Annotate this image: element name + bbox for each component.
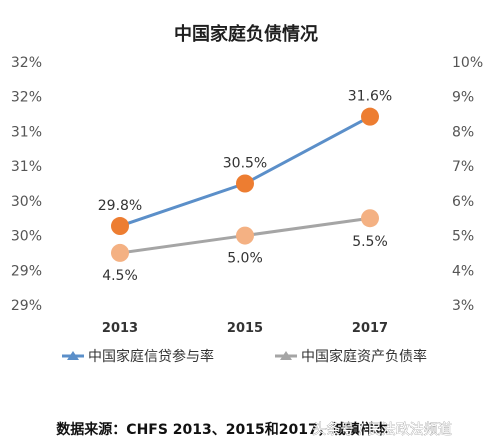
chart-title: 中国家庭负债情况 [174,23,318,45]
right-axis-tick-label: 8% [452,124,474,140]
data-label: 30.5% [223,156,267,172]
right-axis-tick-label: 6% [452,194,474,210]
data-label: 31.6% [348,89,392,105]
legend-label-2: 中国家庭资产负债率 [301,348,427,365]
data-point-1 [361,107,379,126]
x-axis-tick-label: 2017 [352,321,388,336]
data-point-2 [236,226,254,245]
left-axis-tick-label: 31% [11,124,42,140]
legend-marker-1 [67,351,79,360]
data-label: 29.8% [98,198,142,214]
data-label: 5.5% [352,234,388,250]
legend-marker-2 [280,351,292,360]
data-label: 4.5% [102,268,138,284]
data-point-2 [111,243,129,262]
right-axis-tick-label: 9% [452,90,474,106]
source-note: 数据来源：CHFS 2013、2015和2017，城镇样本 [56,421,388,438]
left-axis-tick-label: 32% [11,55,42,71]
right-axis-tick-label: 7% [452,159,474,175]
x-axis-tick-label: 2013 [102,321,138,336]
x-axis-tick-label: 2015 [227,321,263,336]
right-axis-tick-label: 3% [452,298,474,314]
left-axis-tick-label: 30% [11,229,42,245]
right-axis-tick-label: 4% [452,263,474,279]
right-axis-ticks: 10% 9% 8% 7% 6% 5% 4% 3% [452,55,483,314]
left-axis-tick-label: 31% [11,159,42,175]
data-point-1 [111,217,129,236]
right-axis-tick-label: 10% [452,55,483,71]
legend-label-1: 中国家庭信贷参与率 [88,348,214,365]
data-label: 5.0% [227,251,263,267]
left-axis-tick-label: 29% [11,298,42,314]
right-axis-tick-label: 5% [452,229,474,245]
left-axis-tick-label: 30% [11,194,42,210]
left-axis-ticks: 32% 32% 31% 31% 30% 30% 29% 29% [11,55,42,314]
data-point-1 [236,174,254,193]
data-point-2 [361,209,379,228]
legend: 中国家庭信贷参与率 中国家庭资产负债率 [62,348,427,365]
watermark: 头条号 / 民法政法频道 [312,421,452,438]
series-points [111,107,379,262]
left-axis-tick-label: 32% [11,90,42,106]
left-axis-tick-label: 29% [11,263,42,279]
x-axis-ticks: 2013 2015 2017 [102,321,388,336]
data-labels: 29.8% 30.5% 31.6% 4.5% 5.0% 5.5% [98,89,392,284]
